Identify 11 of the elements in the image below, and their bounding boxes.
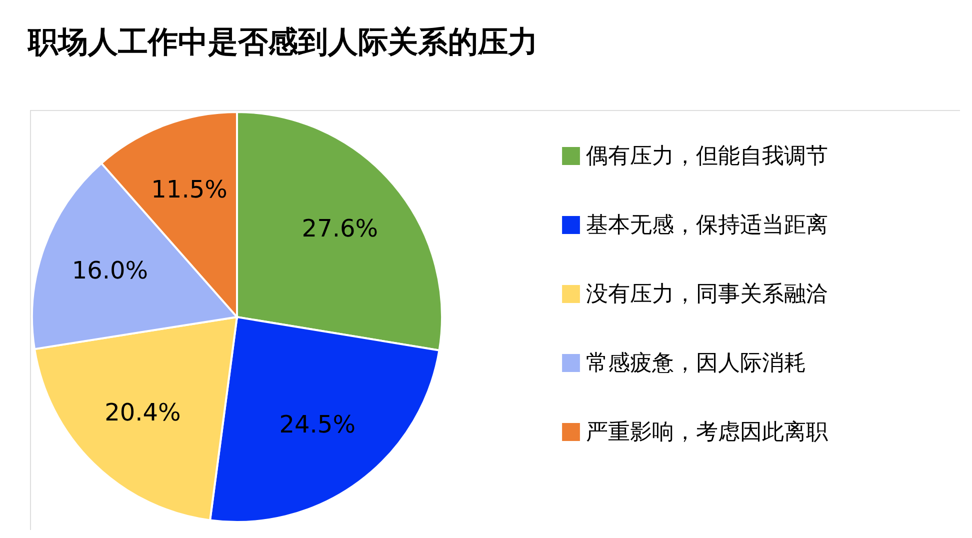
- data-label: 16.0%: [72, 256, 148, 284]
- legend-label: 基本无感，保持适当距离: [586, 213, 828, 238]
- legend-label: 偶有压力，但能自我调节: [586, 144, 828, 169]
- legend-label: 严重影响，考虑因此离职: [586, 420, 828, 445]
- chart-title: 职场人工作中是否感到人际关系的压力: [27, 25, 538, 60]
- data-label: 20.4%: [104, 398, 181, 427]
- legend-label: 常感疲惫，因人际消耗: [586, 351, 806, 376]
- data-label: 11.5%: [151, 176, 228, 204]
- data-label: 27.6%: [302, 214, 378, 243]
- legend-label: 没有压力，同事关系融洽: [586, 282, 828, 307]
- data-label: 24.5%: [279, 410, 356, 438]
